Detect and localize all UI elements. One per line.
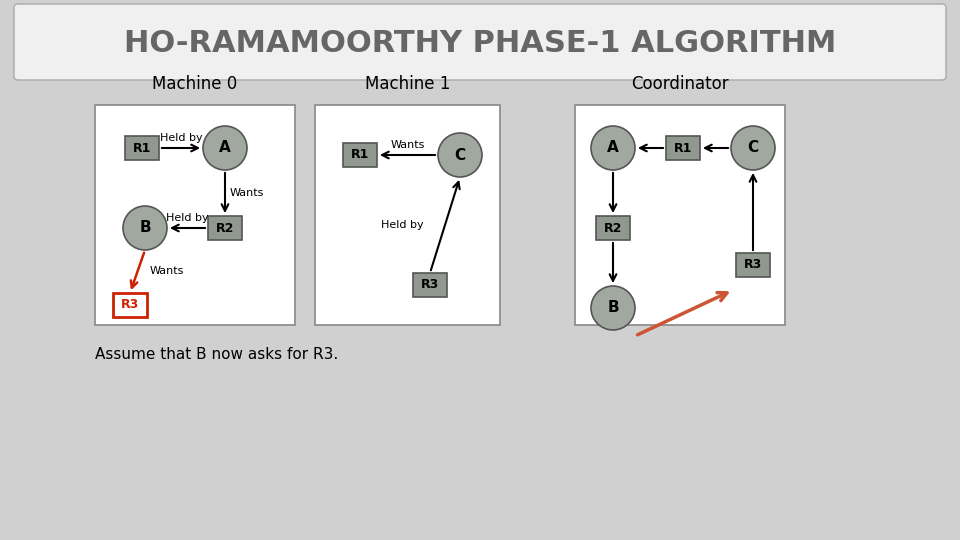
Text: Machine 1: Machine 1 [365,75,450,93]
FancyBboxPatch shape [736,253,770,277]
Text: C: C [748,140,758,156]
Text: A: A [219,140,230,156]
Text: B: B [607,300,619,315]
FancyBboxPatch shape [596,216,630,240]
Text: R3: R3 [420,279,439,292]
FancyBboxPatch shape [413,273,447,297]
Text: Coordinator: Coordinator [631,75,729,93]
FancyBboxPatch shape [208,216,242,240]
FancyBboxPatch shape [14,4,946,80]
FancyBboxPatch shape [343,143,377,167]
Text: R1: R1 [350,148,370,161]
Text: R1: R1 [674,141,692,154]
Text: Wants: Wants [391,140,424,150]
Text: R2: R2 [216,221,234,234]
Text: R1: R1 [132,141,151,154]
Text: B: B [139,220,151,235]
Circle shape [123,206,167,250]
Circle shape [591,126,635,170]
Text: Wants: Wants [150,267,184,276]
Text: R3: R3 [121,299,139,312]
FancyBboxPatch shape [125,136,159,160]
Text: R3: R3 [744,259,762,272]
Circle shape [731,126,775,170]
Text: A: A [607,140,619,156]
Text: R2: R2 [604,221,622,234]
Text: Wants: Wants [229,188,264,198]
FancyBboxPatch shape [95,105,295,325]
Text: Held by: Held by [166,213,209,223]
Text: Held by: Held by [381,220,423,230]
FancyBboxPatch shape [315,105,500,325]
FancyBboxPatch shape [113,293,147,317]
Circle shape [591,286,635,330]
Circle shape [203,126,247,170]
FancyBboxPatch shape [575,105,785,325]
FancyBboxPatch shape [666,136,700,160]
Text: Held by: Held by [159,133,203,143]
Circle shape [438,133,482,177]
Text: Machine 0: Machine 0 [153,75,238,93]
Text: HO-RAMAMOORTHY PHASE-1 ALGORITHM: HO-RAMAMOORTHY PHASE-1 ALGORITHM [124,30,836,58]
Text: Assume that B now asks for R3.: Assume that B now asks for R3. [95,347,338,362]
Text: C: C [454,147,466,163]
